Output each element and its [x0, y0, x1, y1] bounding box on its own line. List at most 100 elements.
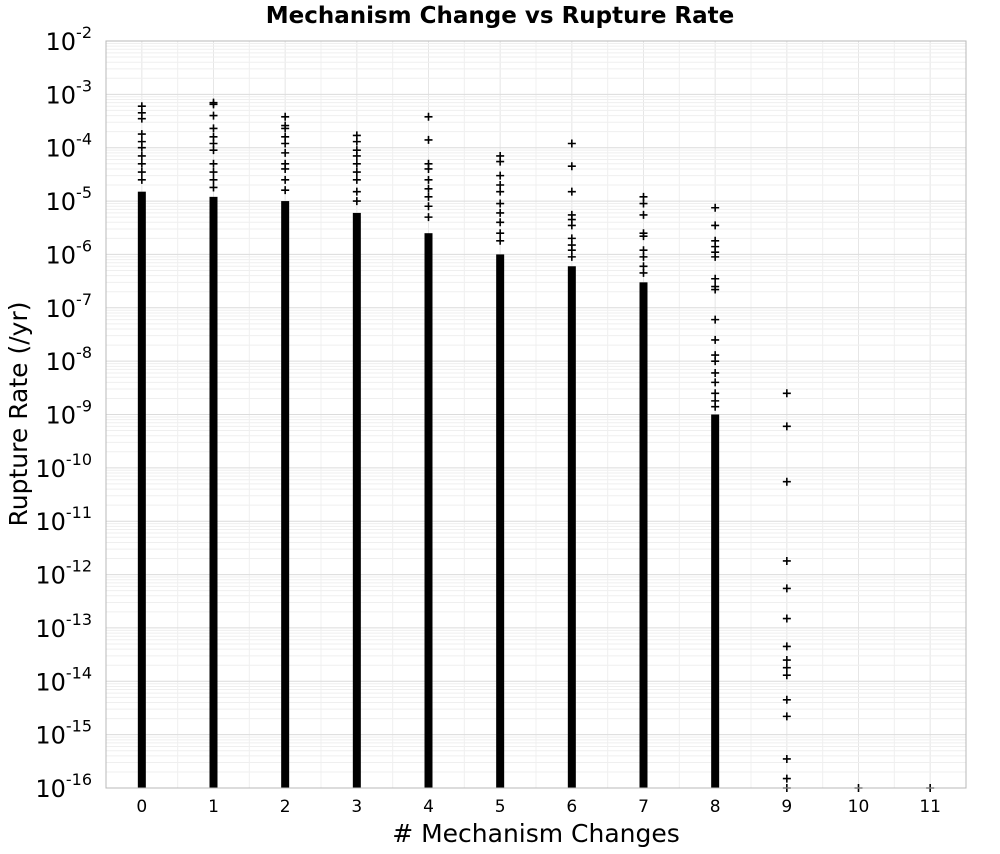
- data-point: [209, 146, 218, 155]
- dense-point-band: [281, 201, 290, 789]
- data-point: [137, 159, 146, 168]
- x-tick-label: 11: [919, 797, 941, 817]
- data-point: [782, 477, 791, 486]
- y-tick-label: 10-15: [35, 717, 92, 750]
- y-tick-label: 10-13: [35, 610, 92, 643]
- y-tick-label: 10-3: [46, 76, 93, 109]
- data-point: [639, 199, 648, 208]
- data-point: [711, 357, 720, 366]
- data-point: [137, 168, 146, 177]
- data-point: [424, 202, 433, 211]
- data-point: [496, 171, 505, 180]
- data-point: [281, 124, 290, 133]
- y-axis-label: Rupture Rate (/yr): [4, 302, 33, 527]
- data-point: [137, 114, 146, 123]
- y-tick-label: 10-4: [46, 130, 93, 163]
- y-axis-ticks: 10-16 10-15 10-14 10-13 10-12 10-11 10-10 10-9 1…: [35, 23, 92, 803]
- data-point: [281, 175, 290, 184]
- y-tick-label: 10-9: [46, 397, 93, 430]
- data-point: [567, 162, 576, 171]
- data-point: [782, 614, 791, 623]
- data-point: [352, 159, 361, 168]
- data-point: [711, 274, 720, 283]
- data-point: [711, 285, 720, 294]
- data-point: [137, 143, 146, 152]
- x-tick-label: 1: [208, 797, 219, 817]
- x-tick-label: 5: [495, 797, 506, 817]
- data-point: [639, 268, 648, 277]
- dense-point-band: [496, 254, 505, 788]
- dense-point-band: [711, 414, 720, 788]
- data-point: [711, 378, 720, 387]
- x-tick-label: 7: [638, 797, 649, 817]
- data-point: [567, 252, 576, 261]
- data-point: [567, 221, 576, 230]
- chart-title: Mechanism Change vs Rupture Rate: [266, 3, 735, 29]
- data-point: [281, 186, 290, 195]
- data-point: [639, 232, 648, 241]
- y-tick-label: 10-12: [35, 557, 92, 590]
- dense-point-band: [352, 212, 361, 789]
- grid-layer: [106, 40, 966, 789]
- data-point: [209, 100, 218, 109]
- points-layer: [137, 98, 935, 792]
- data-point: [782, 422, 791, 431]
- dense-point-band: [639, 282, 648, 788]
- data-point: [137, 151, 146, 160]
- data-point: [281, 112, 290, 121]
- data-point: [711, 389, 720, 398]
- data-point: [352, 197, 361, 206]
- y-tick-label: 10-5: [46, 183, 93, 216]
- data-point: [711, 221, 720, 230]
- y-tick-label: 10-16: [35, 770, 92, 803]
- y-tick-label: 10-10: [35, 450, 92, 483]
- x-axis-label: # Mechanism Changes: [392, 819, 680, 848]
- y-tick-label: 10-8: [46, 343, 93, 376]
- data-point: [424, 175, 433, 184]
- data-point: [711, 203, 720, 212]
- data-point: [782, 774, 791, 783]
- data-point: [352, 175, 361, 184]
- data-point: [711, 368, 720, 377]
- data-point: [281, 139, 290, 148]
- data-point: [782, 712, 791, 721]
- x-tick-label: 4: [423, 797, 434, 817]
- data-point: [496, 208, 505, 217]
- data-point: [137, 102, 146, 111]
- data-point: [352, 168, 361, 177]
- data-point: [496, 181, 505, 190]
- data-point: [496, 187, 505, 196]
- data-point: [209, 159, 218, 168]
- data-point: [496, 199, 505, 208]
- data-point: [711, 335, 720, 344]
- data-point: [137, 130, 146, 139]
- data-point: [567, 234, 576, 243]
- x-tick-label: 0: [136, 797, 147, 817]
- dense-point-band: [137, 191, 146, 788]
- data-point: [782, 754, 791, 763]
- data-point: [711, 252, 720, 261]
- x-tick-label: 9: [781, 797, 792, 817]
- data-point: [782, 695, 791, 704]
- data-point: [782, 556, 791, 565]
- data-point: [352, 187, 361, 196]
- y-tick-label: 10-7: [46, 290, 93, 323]
- x-tick-label: 2: [280, 797, 291, 817]
- data-point: [782, 656, 791, 665]
- x-tick-label: 8: [710, 797, 721, 817]
- data-point: [567, 139, 576, 148]
- data-point: [424, 164, 433, 173]
- data-point: [352, 137, 361, 146]
- y-tick-label: 10-14: [35, 663, 92, 696]
- data-point: [496, 229, 505, 238]
- data-point: [711, 402, 720, 411]
- data-point: [209, 168, 218, 177]
- data-point: [424, 135, 433, 144]
- x-axis-ticks: 0 1 2 3 4 5 6 7 8 9 10 11: [136, 797, 941, 817]
- data-point: [496, 157, 505, 166]
- data-point: [639, 252, 648, 261]
- dense-point-band: [209, 196, 218, 788]
- data-point: [424, 184, 433, 193]
